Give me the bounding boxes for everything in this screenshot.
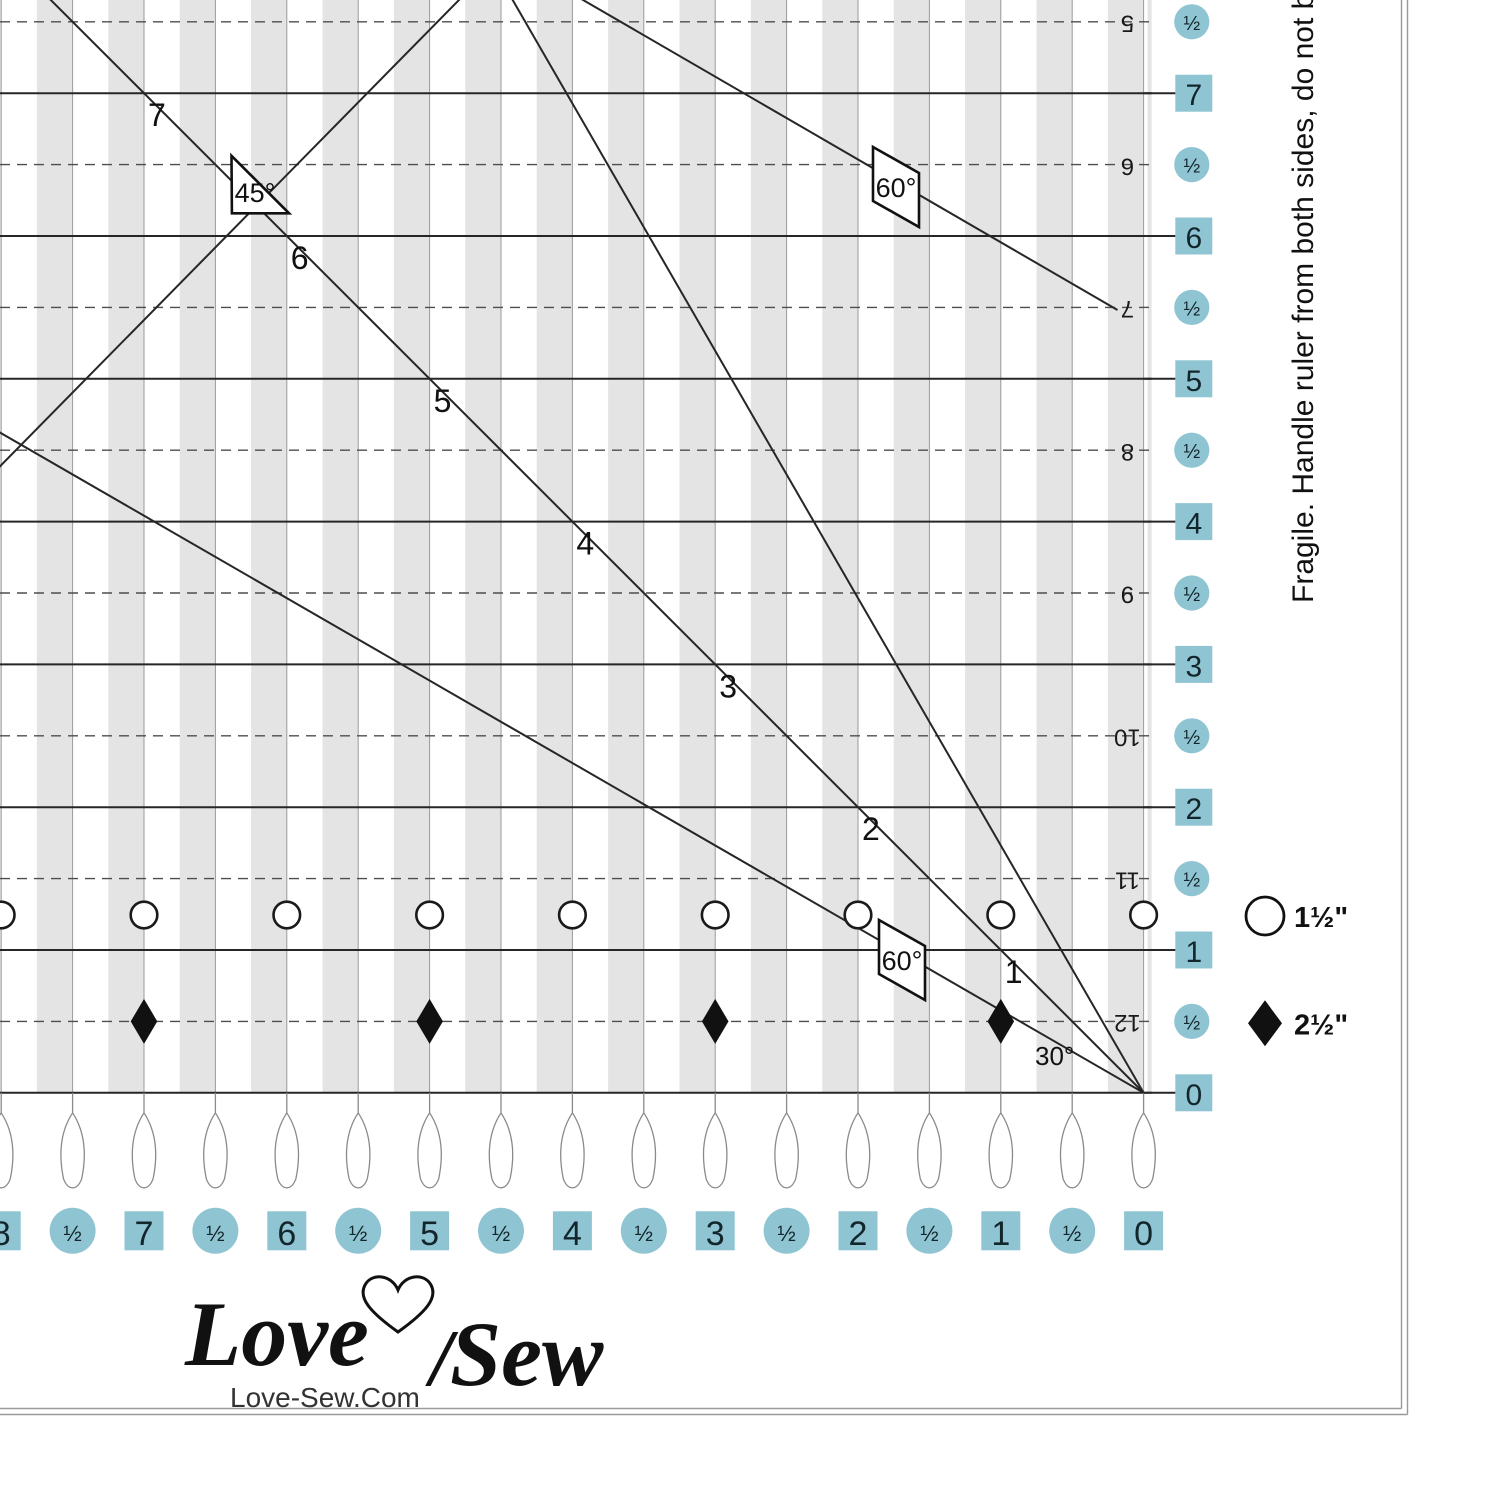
svg-text:8: 8 xyxy=(1121,438,1134,465)
svg-text:6: 6 xyxy=(1185,222,1202,255)
svg-text:2: 2 xyxy=(849,1215,868,1253)
svg-text:3: 3 xyxy=(706,1215,725,1253)
svg-text:½: ½ xyxy=(349,1221,367,1246)
svg-text:2½": 2½" xyxy=(1294,1009,1348,1041)
svg-text:½: ½ xyxy=(635,1221,653,1246)
svg-text:1: 1 xyxy=(1005,954,1023,990)
svg-text:½: ½ xyxy=(1183,727,1200,749)
svg-text:½: ½ xyxy=(63,1221,81,1246)
svg-text:12: 12 xyxy=(1114,1009,1141,1036)
svg-text:0: 0 xyxy=(1185,1079,1202,1112)
svg-text:7: 7 xyxy=(1121,295,1134,322)
svg-text:3: 3 xyxy=(1185,650,1202,683)
svg-text:4: 4 xyxy=(1185,508,1202,541)
svg-text:3: 3 xyxy=(719,668,737,704)
svg-text:½: ½ xyxy=(206,1221,224,1246)
svg-text:½: ½ xyxy=(920,1221,938,1246)
svg-text:5: 5 xyxy=(1121,9,1134,36)
svg-text:½: ½ xyxy=(1183,584,1200,606)
svg-text:½: ½ xyxy=(492,1221,510,1246)
svg-text:6: 6 xyxy=(1121,152,1134,179)
svg-text:2: 2 xyxy=(1185,793,1202,826)
svg-text:30°: 30° xyxy=(1035,1041,1074,1071)
svg-text:Sew: Sew xyxy=(450,1303,604,1405)
svg-text:6: 6 xyxy=(291,240,309,276)
svg-text:5: 5 xyxy=(434,383,452,419)
svg-text:2: 2 xyxy=(862,811,880,847)
svg-text:½: ½ xyxy=(1183,1012,1200,1034)
svg-text:0: 0 xyxy=(1134,1215,1153,1253)
svg-text:45°: 45° xyxy=(235,178,276,208)
svg-text:½: ½ xyxy=(1063,1221,1081,1246)
svg-text:½: ½ xyxy=(1183,156,1200,178)
svg-text:Love: Love xyxy=(184,1283,369,1385)
svg-text:4: 4 xyxy=(576,526,594,562)
svg-text:60°: 60° xyxy=(882,946,923,976)
svg-text:10: 10 xyxy=(1114,723,1141,750)
svg-text:1: 1 xyxy=(991,1215,1010,1253)
svg-text:½: ½ xyxy=(1183,870,1200,892)
svg-text:7: 7 xyxy=(148,97,166,133)
svg-text:9: 9 xyxy=(1121,581,1134,608)
svg-text:½: ½ xyxy=(777,1221,795,1246)
svg-text:1½": 1½" xyxy=(1294,902,1348,934)
svg-text:4: 4 xyxy=(563,1215,582,1253)
svg-text:8: 8 xyxy=(0,1215,11,1253)
svg-text:Love-Sew.Com: Love-Sew.Com xyxy=(230,1382,420,1413)
svg-text:5: 5 xyxy=(420,1215,439,1253)
svg-text:½: ½ xyxy=(1183,441,1200,463)
svg-text:5: 5 xyxy=(1185,365,1202,398)
svg-text:Fragile. Handle ruler from bot: Fragile. Handle ruler from both sides, d… xyxy=(1287,0,1320,603)
svg-text:½: ½ xyxy=(1183,298,1200,320)
svg-text:½: ½ xyxy=(1183,13,1200,35)
svg-text:11: 11 xyxy=(1115,866,1140,893)
svg-text:1: 1 xyxy=(1185,936,1202,969)
svg-text:7: 7 xyxy=(1185,79,1202,112)
svg-text:60°: 60° xyxy=(876,173,917,203)
svg-text:7: 7 xyxy=(135,1215,154,1253)
svg-text:6: 6 xyxy=(277,1215,296,1253)
